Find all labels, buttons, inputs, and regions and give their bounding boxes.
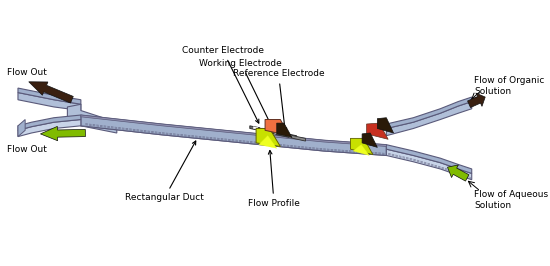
Polygon shape (386, 145, 472, 173)
Polygon shape (259, 136, 277, 148)
Polygon shape (386, 149, 472, 180)
Text: Rectangular Duct: Rectangular Duct (125, 141, 204, 202)
FancyArrow shape (448, 165, 469, 181)
Polygon shape (18, 119, 25, 137)
Text: Counter Electrode: Counter Electrode (182, 46, 264, 123)
FancyArrow shape (41, 126, 85, 141)
FancyArrow shape (29, 82, 73, 103)
Polygon shape (268, 127, 272, 130)
Polygon shape (18, 93, 81, 111)
Polygon shape (254, 127, 258, 129)
Polygon shape (18, 119, 81, 137)
Polygon shape (367, 123, 388, 139)
Polygon shape (81, 115, 386, 147)
Polygon shape (81, 115, 386, 155)
Text: Flow Out: Flow Out (7, 68, 47, 77)
Polygon shape (18, 115, 81, 130)
Polygon shape (377, 118, 394, 133)
Polygon shape (265, 129, 296, 138)
Polygon shape (353, 145, 369, 155)
Polygon shape (261, 127, 265, 130)
Polygon shape (274, 131, 278, 134)
Polygon shape (386, 97, 472, 128)
Polygon shape (275, 128, 279, 131)
Polygon shape (81, 119, 386, 155)
FancyArrow shape (468, 93, 485, 107)
Polygon shape (277, 132, 305, 141)
Text: Flow of Aqueous
Solution: Flow of Aqueous Solution (475, 190, 548, 210)
Polygon shape (288, 135, 291, 138)
Text: Reference Electrode: Reference Electrode (233, 69, 324, 132)
Text: Flow of Organic
Solution: Flow of Organic Solution (475, 76, 545, 96)
Polygon shape (250, 126, 288, 136)
Polygon shape (18, 88, 81, 104)
Polygon shape (68, 104, 117, 133)
Polygon shape (265, 119, 289, 136)
Polygon shape (350, 138, 373, 155)
Text: Flow Profile: Flow Profile (248, 151, 300, 208)
Text: Flow Out: Flow Out (7, 145, 47, 154)
Polygon shape (277, 123, 292, 138)
Polygon shape (386, 102, 472, 136)
Polygon shape (256, 128, 280, 147)
Polygon shape (268, 129, 271, 132)
Polygon shape (281, 133, 285, 136)
Text: Working Electrode: Working Electrode (200, 59, 282, 128)
Polygon shape (362, 133, 377, 147)
